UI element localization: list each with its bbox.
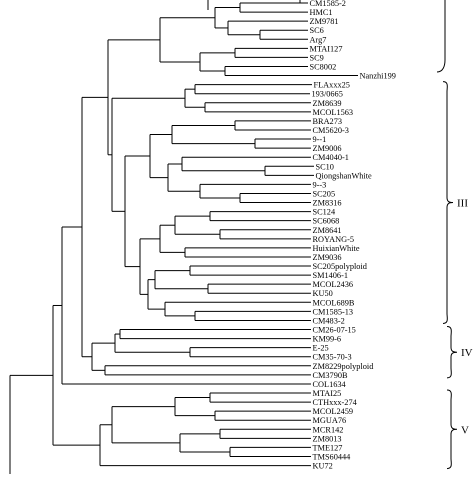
leaf-label: MGUA76 xyxy=(313,416,347,425)
leaf-label: MCOL1563 xyxy=(313,108,354,117)
leaf-label: HMC1 xyxy=(310,8,333,17)
leaf-label: MCR142 xyxy=(313,425,344,434)
leaf-label: ZM8639 xyxy=(313,99,342,108)
leaf-label: CM3790B xyxy=(313,371,349,380)
leaf-label: COL1634 xyxy=(313,380,347,389)
leaf-label: BRA273 xyxy=(313,117,343,126)
leaf-label: SC10 xyxy=(316,162,334,171)
leaf-label: ZM9036 xyxy=(313,253,342,262)
leaf-label: CM4040-1 xyxy=(313,153,349,162)
leaf-label: 193/0665 xyxy=(312,90,343,99)
leaf-label: MTAI127 xyxy=(310,44,343,53)
leaf-label: KU50 xyxy=(313,289,333,298)
leaf-label: SC9 xyxy=(310,53,324,62)
leaf-label: QiongshanWhite xyxy=(316,171,373,180)
leaf-label: CTHxxx-274 xyxy=(313,398,358,407)
leaf-label: ZM8316 xyxy=(313,199,342,208)
leaf-label: ZM9006 xyxy=(313,144,342,153)
group-label: III xyxy=(457,198,468,210)
leaf-label: MCOL2436 xyxy=(313,280,354,289)
leaf-label: SC205polyploid xyxy=(313,262,368,271)
leaf-label: TMS60444 xyxy=(313,453,352,462)
leaf-label: Nanzhi199 xyxy=(360,72,396,81)
leaf-label: MCOL689B xyxy=(313,298,355,307)
leaf-label: KU72 xyxy=(313,462,333,471)
leaf-label: TME127 xyxy=(313,443,343,452)
group-bracket xyxy=(446,326,458,379)
leaf-label: MCOL2459 xyxy=(313,407,354,416)
leaf-label: SC6 xyxy=(310,26,324,35)
leaf-label: Arg7 xyxy=(310,35,327,44)
leaf-label: SC6068 xyxy=(313,217,340,226)
leaf-label: SM1406-1 xyxy=(313,271,349,280)
leaf-label: SC8002 xyxy=(310,62,337,71)
leaf-label: CM5620-3 xyxy=(313,126,349,135)
leaf-label: SC124 xyxy=(313,208,336,217)
leaf-label: ZM8641 xyxy=(313,226,342,235)
leaf-label: CM1585-13 xyxy=(313,307,354,316)
leaf-label: SC205 xyxy=(313,189,336,198)
group-label: V xyxy=(461,424,469,436)
leaf-label: CM35-70-3 xyxy=(313,353,352,362)
leaf-label: HuixianWhite xyxy=(313,244,360,253)
group-bracket xyxy=(442,81,454,324)
leaf-label: FLAxxx25 xyxy=(314,81,350,90)
leaf-label: E-25 xyxy=(313,344,329,353)
group-label: IV xyxy=(461,347,473,359)
leaf-label: MTAI25 xyxy=(313,389,342,398)
leaf-label: ZM9781 xyxy=(310,17,339,26)
leaf-label: 9--1 xyxy=(313,135,327,144)
leaf-label: ROYANG-5 xyxy=(313,235,354,244)
leaf-label: 9--3 xyxy=(313,180,327,189)
group-bracket xyxy=(436,0,446,73)
leaf-label: ZM8229polyploid xyxy=(313,362,375,371)
leaf-label: CM1585-2 xyxy=(310,0,346,8)
leaf-label: CM26-07-15 xyxy=(313,326,356,335)
leaf-label: CM483-2 xyxy=(313,316,345,325)
leaf-label: ZM8013 xyxy=(313,434,342,443)
leaf-label: KM99-6 xyxy=(313,335,342,344)
group-bracket xyxy=(446,389,458,470)
